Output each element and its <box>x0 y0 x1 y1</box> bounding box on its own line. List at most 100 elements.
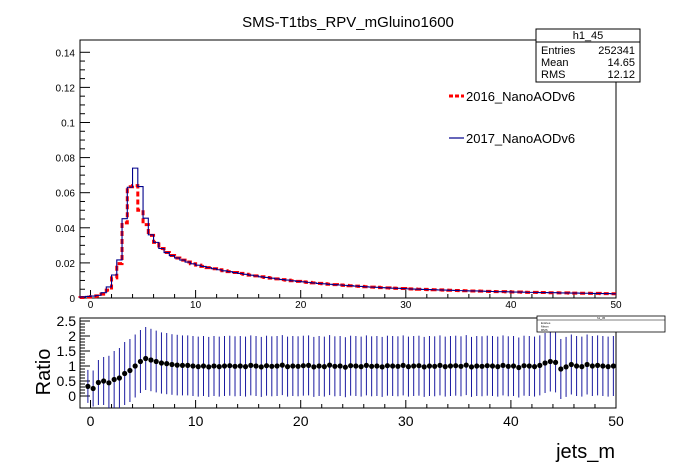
ratio-point <box>353 363 359 369</box>
ratio-point <box>269 363 275 369</box>
series-2017-line <box>79 167 616 298</box>
stats-label-entries: Entries <box>541 45 576 57</box>
ratio-point <box>106 380 112 386</box>
ratio-x-tick-label: 20 <box>293 413 309 429</box>
ratio-point <box>573 363 580 369</box>
ratio-point <box>369 363 375 369</box>
stats-value-mean: 14.65 <box>607 57 635 69</box>
ratio-point <box>101 378 107 384</box>
ratio-point <box>495 364 501 370</box>
top-x-tick-label: 40 <box>505 300 517 311</box>
ratio-y-axis-label: Ratio <box>33 349 55 396</box>
ratio-point <box>122 370 128 377</box>
ratio-point <box>253 363 259 369</box>
top-series-layer <box>78 167 616 299</box>
ratio-point <box>584 361 590 368</box>
ratio-point <box>200 363 207 369</box>
ratio-point <box>437 362 443 368</box>
ratio-point <box>290 363 296 369</box>
top-y-tick-label: 0.1 <box>61 118 75 129</box>
ratio-x-tick-label: 0 <box>87 413 95 429</box>
ratio-y-tick-label: 0.5 <box>57 373 77 389</box>
ratio-point <box>111 376 117 383</box>
ratio-point <box>390 363 396 369</box>
top-x-tick-label: 0 <box>88 300 94 311</box>
ratio-point <box>321 364 327 370</box>
ratio-point <box>327 362 333 368</box>
ratio-point <box>158 360 165 366</box>
ratio-point <box>211 363 217 369</box>
ratio-x-tick-label: 10 <box>188 413 204 429</box>
ratio-stats-box: h1_45 Entries Mean RMS <box>536 315 666 333</box>
ratio-point <box>484 363 490 369</box>
ratio-point <box>489 363 496 369</box>
stats-value-entries: 252341 <box>598 45 635 57</box>
legend-label-2016: 2016_NanoAODv6 <box>466 89 575 104</box>
ratio-point <box>568 361 574 368</box>
ratio-point <box>237 363 243 369</box>
ratio-point <box>279 362 285 368</box>
ratio-point <box>227 363 233 369</box>
top-y-tick-label: 0 <box>69 294 75 305</box>
ratio-point <box>248 362 254 368</box>
ratio-point <box>468 364 475 370</box>
ratio-point <box>595 362 601 368</box>
top-y-tick-label: 0.14 <box>56 48 76 59</box>
ratio-point <box>442 364 448 370</box>
ratio-point <box>95 379 101 386</box>
ratio-point <box>416 363 422 369</box>
ratio-point <box>195 364 201 370</box>
ratio-point <box>316 363 322 369</box>
ratio-point <box>127 367 133 374</box>
ratio-point <box>531 364 538 370</box>
ratio-point <box>305 362 312 368</box>
ratio-point <box>206 364 212 370</box>
ratio-point <box>164 361 170 367</box>
ratio-point <box>216 364 222 370</box>
ratio-point <box>190 363 196 369</box>
ratio-point <box>547 358 553 365</box>
ratio-point <box>348 363 354 369</box>
ratio-point <box>505 363 511 369</box>
ratio-stats-label-entries: Entries <box>541 321 551 325</box>
legend: 2016_NanoAODv6 2017_NanoAODv6 <box>449 89 575 146</box>
top-y-tick-label: 0.06 <box>56 189 76 200</box>
ratio-x-tick-label: 50 <box>608 413 624 429</box>
top-axis-ticks: 0 10 20 30 40 50 0 0.02 0.04 0.06 0.08 0.1 0.12 0.14 <box>56 48 622 311</box>
ratio-point <box>421 364 427 370</box>
ratio-point <box>300 363 306 369</box>
ratio-point <box>169 361 175 368</box>
ratio-point <box>526 363 532 369</box>
ratio-y-tick-label: 0 <box>68 388 76 404</box>
ratio-y-tick-label: 1.5 <box>57 343 77 359</box>
ratio-point <box>258 364 264 370</box>
ratio-point <box>411 363 417 369</box>
legend-label-2017: 2017_NanoAODv6 <box>466 131 575 146</box>
ratio-point <box>137 358 144 365</box>
ratio-point <box>132 363 138 369</box>
ratio-y-tick-label: 2 <box>68 328 76 344</box>
ratio-point <box>221 363 228 369</box>
ratio-point <box>374 363 380 369</box>
series-2016-line <box>78 184 616 299</box>
stats-label-mean: Mean <box>541 57 569 69</box>
ratio-point <box>337 363 343 369</box>
ratio-point <box>379 364 385 370</box>
ratio-point <box>447 363 454 369</box>
ratio-point <box>263 363 270 369</box>
ratio-point <box>432 363 438 369</box>
ratio-point <box>479 363 485 369</box>
ratio-y-tick-label: 2.5 <box>57 313 77 329</box>
ratio-point <box>426 363 433 369</box>
ratio-point <box>537 362 543 368</box>
ratio-point <box>589 363 595 369</box>
ratio-point <box>500 362 506 368</box>
ratio-point <box>185 362 191 368</box>
ratio-point <box>405 364 412 370</box>
stats-value-rms: 12.12 <box>607 69 635 81</box>
ratio-point <box>605 364 611 370</box>
ratio-point <box>358 364 364 370</box>
ratio-point <box>148 357 154 363</box>
ratio-point <box>384 363 391 369</box>
